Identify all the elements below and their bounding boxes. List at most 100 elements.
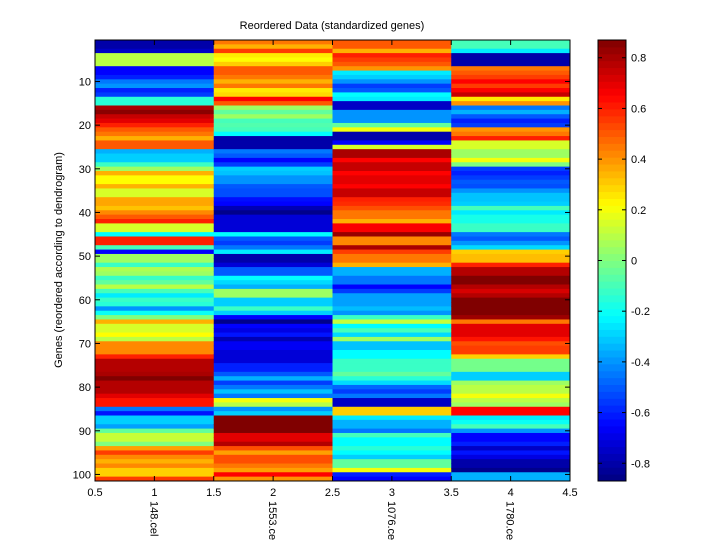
y-tick-label: 100: [73, 469, 91, 481]
heatmap-cell: [213, 253, 333, 259]
colorbar-segment: [598, 260, 626, 268]
colorbar-segment: [598, 350, 626, 358]
heatmap-cell: [213, 371, 333, 377]
heatmap-cell: [213, 53, 333, 58]
heatmap-cell: [95, 140, 215, 146]
heatmap-cell: [451, 367, 571, 373]
heatmap-cell: [95, 262, 215, 268]
x-tick-label: 1: [151, 487, 157, 499]
heatmap-cell: [451, 79, 571, 85]
colorbar-segment: [598, 212, 626, 220]
heatmap-cell: [332, 398, 452, 403]
heatmap-cell: [451, 398, 571, 403]
heatmap-cell: [213, 118, 333, 124]
heatmap-cell: [95, 240, 215, 246]
x-tick-label: 0.5: [87, 487, 102, 499]
heatmap-cell: [451, 214, 571, 220]
heatmap-cell: [332, 57, 452, 63]
heatmap-cell: [95, 105, 215, 111]
heatmap-cell: [451, 88, 571, 93]
colorbar-segment: [598, 301, 626, 310]
heatmap-cell: [95, 358, 215, 364]
y-tick-label: 30: [79, 164, 91, 176]
heatmap-cell: [332, 61, 452, 67]
heatmap-cell: [332, 459, 452, 465]
heatmap-cell: [213, 232, 333, 237]
heatmap-cell: [213, 398, 333, 403]
heatmap-cell: [451, 450, 571, 456]
heatmap-cell: [332, 446, 452, 451]
heatmap-cell: [95, 53, 215, 58]
heatmap-cell: [451, 219, 571, 224]
heatmap-cell: [213, 105, 333, 111]
heatmap-cell: [213, 66, 333, 72]
heatmap-cell: [332, 245, 452, 251]
heatmap-cell: [95, 389, 215, 395]
heatmap-cell: [213, 380, 333, 386]
heatmap-cell: [332, 105, 452, 111]
heatmap-cell: [332, 336, 452, 342]
heatmap-cell: [95, 162, 215, 168]
heatmap-cell: [95, 267, 215, 272]
heatmap-cell: [213, 79, 333, 85]
heatmap-cell: [95, 184, 215, 189]
heatmap-cell: [332, 88, 452, 93]
heatmap-cell: [451, 380, 571, 386]
heatmap-cell: [332, 411, 452, 417]
colorbar-segment: [598, 288, 626, 296]
colorbar-segment: [598, 425, 626, 434]
heatmap-cell: [95, 175, 215, 181]
heatmap-cell: [332, 66, 452, 72]
colorbar-segment: [598, 60, 626, 69]
colorbar-segment: [598, 81, 626, 89]
colorbar-segment: [598, 246, 626, 255]
heatmap-cell: [213, 293, 333, 299]
heatmap-cell: [332, 315, 452, 320]
colorbar-segment: [598, 294, 626, 303]
heatmap-cell: [213, 101, 333, 106]
heatmap-cell: [95, 428, 215, 434]
heatmap-cell: [332, 415, 452, 421]
heatmap-cell: [332, 419, 452, 425]
heatmap-cell: [95, 118, 215, 124]
heatmap-cell: [213, 367, 333, 373]
heatmap-cell: [451, 310, 571, 316]
heatmap-cell: [451, 389, 571, 395]
heatmap-cell: [95, 192, 215, 198]
heatmap-cell: [451, 105, 571, 111]
heatmap-cell: [95, 88, 215, 93]
heatmap-cell: [213, 249, 333, 255]
heatmap-cell: [451, 92, 571, 98]
heatmap-cell: [213, 192, 333, 198]
colorbar-segment: [598, 363, 626, 372]
heatmap-cell: [95, 415, 215, 421]
heatmap-cell: [332, 179, 452, 185]
heatmap-cell: [332, 288, 452, 294]
colorbar-segment: [598, 418, 626, 427]
heatmap-cell: [451, 323, 571, 329]
heatmap-cell: [332, 402, 452, 408]
heatmap-cell: [451, 336, 571, 342]
heatmap-cell: [332, 162, 452, 168]
colorbar-segment: [598, 191, 626, 199]
heatmap-cell: [213, 205, 333, 211]
heatmap-cell: [451, 205, 571, 211]
heatmap-cell: [332, 467, 452, 473]
heatmap-cell: [95, 83, 215, 89]
heatmap-cell: [451, 122, 571, 128]
colorbar-segment: [598, 95, 626, 103]
heatmap-cell: [332, 227, 452, 233]
colorbar-segment: [598, 226, 626, 234]
colorbar-segment: [598, 460, 626, 468]
heatmap-cell: [213, 245, 333, 251]
heatmap-cell: [332, 341, 452, 347]
y-tick-label: 80: [79, 382, 91, 394]
heatmap-cell: [451, 44, 571, 50]
heatmap-cell: [451, 345, 571, 351]
heatmap-cell: [332, 74, 452, 80]
heatmap-cell: [95, 149, 215, 155]
colorbar-segment: [598, 474, 626, 482]
colorbar-segment: [598, 412, 626, 420]
heatmap-cell: [332, 284, 452, 290]
heatmap-cell: [332, 188, 452, 194]
